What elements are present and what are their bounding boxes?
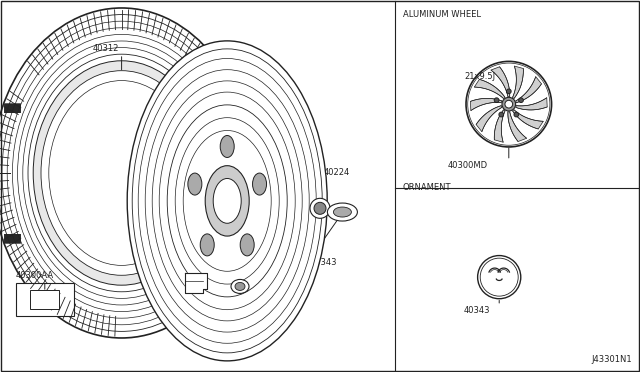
Text: 40300A: 40300A bbox=[227, 299, 259, 308]
Circle shape bbox=[502, 97, 516, 111]
Text: 21x9.5J: 21x9.5J bbox=[465, 72, 495, 81]
Text: ORNAMENT: ORNAMENT bbox=[403, 183, 451, 192]
Ellipse shape bbox=[127, 41, 327, 361]
Polygon shape bbox=[470, 98, 502, 110]
Text: 40312: 40312 bbox=[93, 44, 119, 53]
Text: SEC.253: SEC.253 bbox=[166, 295, 201, 304]
Ellipse shape bbox=[333, 207, 351, 217]
Ellipse shape bbox=[33, 61, 210, 285]
Text: 40300MD: 40300MD bbox=[447, 161, 487, 170]
Ellipse shape bbox=[231, 279, 249, 294]
Text: ALUMINUM WHEEL: ALUMINUM WHEEL bbox=[403, 10, 481, 19]
Polygon shape bbox=[513, 66, 524, 99]
Bar bbox=[31, 290, 59, 309]
Circle shape bbox=[505, 100, 513, 108]
Text: 40224: 40224 bbox=[323, 169, 349, 177]
Circle shape bbox=[477, 256, 521, 299]
Polygon shape bbox=[185, 273, 207, 293]
Text: J43301N1: J43301N1 bbox=[591, 355, 632, 364]
Polygon shape bbox=[516, 77, 541, 103]
Text: (40700M): (40700M) bbox=[166, 302, 207, 311]
Circle shape bbox=[514, 112, 518, 117]
Polygon shape bbox=[476, 106, 502, 132]
Ellipse shape bbox=[220, 135, 234, 157]
Ellipse shape bbox=[328, 203, 357, 221]
Ellipse shape bbox=[240, 234, 254, 256]
Ellipse shape bbox=[0, 8, 252, 338]
Ellipse shape bbox=[200, 234, 214, 256]
Ellipse shape bbox=[253, 173, 266, 195]
Circle shape bbox=[506, 89, 511, 94]
Polygon shape bbox=[494, 110, 505, 142]
Ellipse shape bbox=[49, 81, 195, 265]
Ellipse shape bbox=[235, 282, 245, 291]
Circle shape bbox=[518, 98, 524, 103]
Ellipse shape bbox=[188, 173, 202, 195]
Polygon shape bbox=[513, 110, 543, 129]
Text: 40343: 40343 bbox=[463, 306, 490, 315]
Polygon shape bbox=[508, 112, 527, 141]
Text: 40300MD: 40300MD bbox=[221, 107, 261, 116]
Text: 40343: 40343 bbox=[310, 258, 337, 267]
Polygon shape bbox=[516, 98, 547, 110]
Polygon shape bbox=[491, 67, 509, 96]
Circle shape bbox=[499, 112, 504, 117]
Ellipse shape bbox=[205, 166, 249, 236]
Polygon shape bbox=[474, 79, 505, 99]
Bar bbox=[16, 283, 74, 316]
Ellipse shape bbox=[314, 202, 326, 214]
Ellipse shape bbox=[213, 179, 241, 223]
Ellipse shape bbox=[41, 71, 202, 275]
Circle shape bbox=[494, 98, 499, 103]
Ellipse shape bbox=[0, 8, 252, 338]
Text: 40300AA: 40300AA bbox=[16, 271, 54, 280]
Circle shape bbox=[466, 61, 552, 147]
Ellipse shape bbox=[310, 198, 330, 218]
